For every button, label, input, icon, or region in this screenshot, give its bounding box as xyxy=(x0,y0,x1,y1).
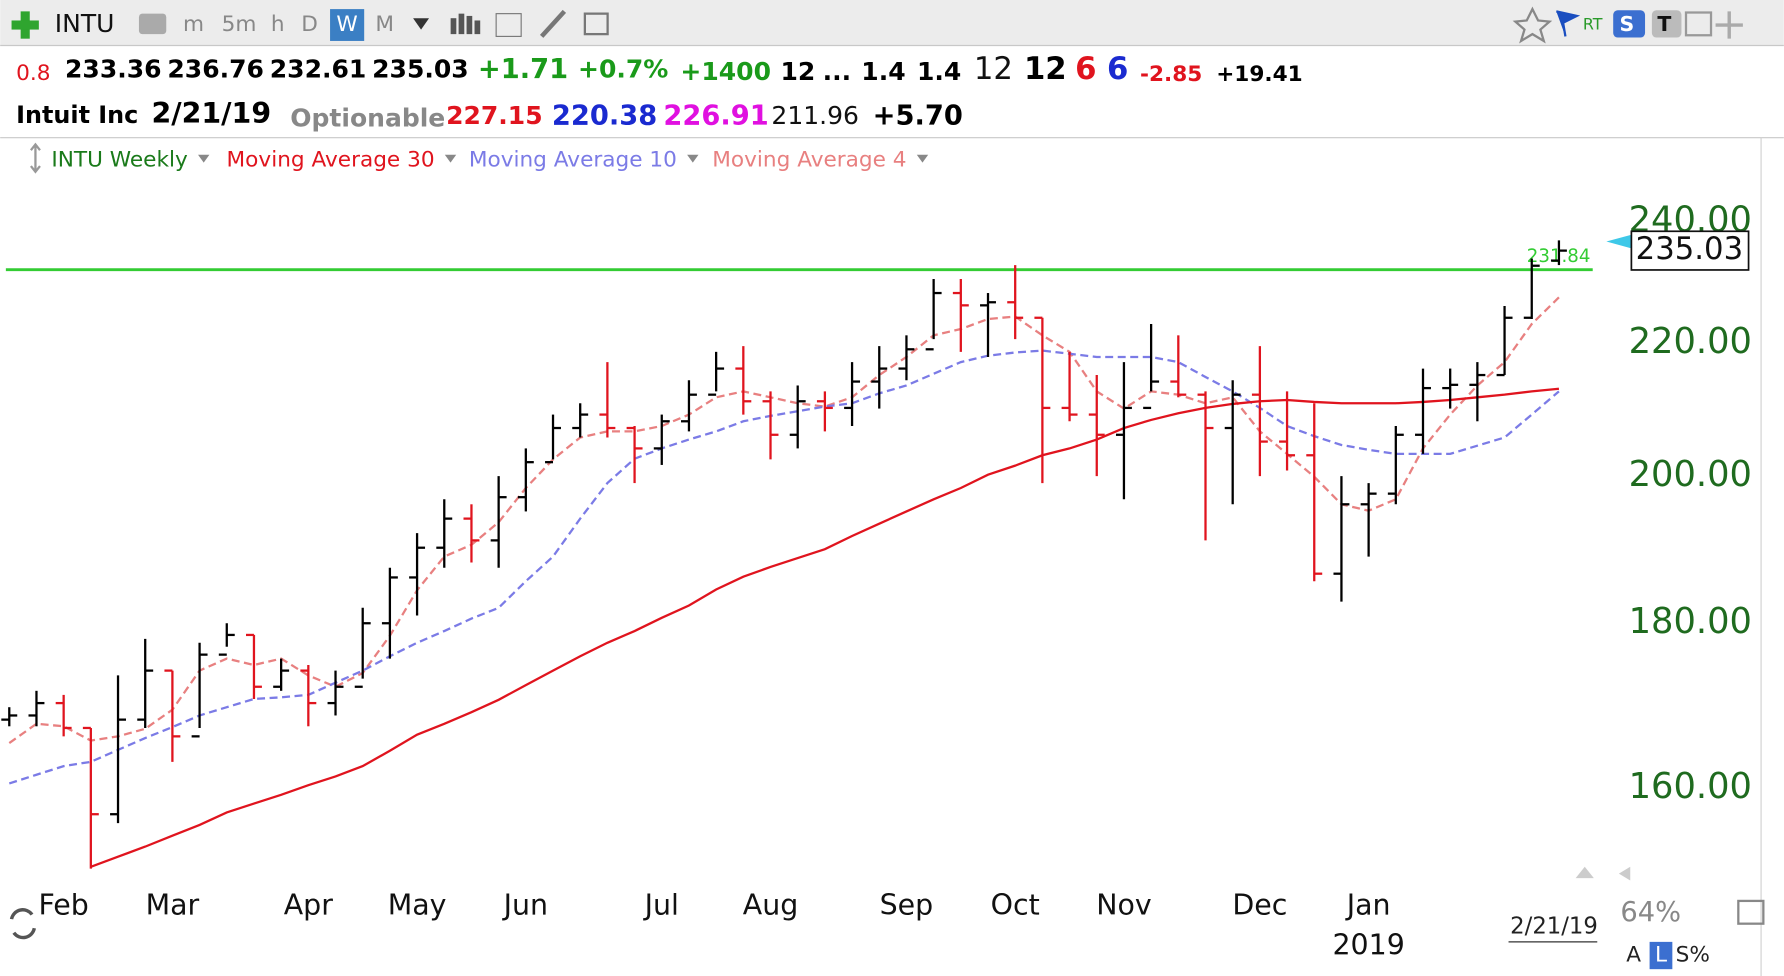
quote-field: 12 xyxy=(781,57,816,86)
legend-handle[interactable] xyxy=(30,142,41,174)
legend-entry[interactable]: Moving Average 30 xyxy=(227,147,435,172)
legend-entry[interactable]: INTU Weekly xyxy=(51,147,188,172)
y-tick-label: 200.00 xyxy=(1629,454,1752,495)
quote-field: 12 xyxy=(974,51,1013,87)
legend-dropdown[interactable] xyxy=(916,154,929,163)
x-tick-label: Dec xyxy=(1232,889,1287,922)
quote-field: 233.36 xyxy=(65,55,162,84)
legend-entry[interactable]: Moving Average 4 xyxy=(712,147,906,172)
icon[interactable] xyxy=(450,13,481,35)
toolbar xyxy=(0,0,1784,46)
y-tick-label: 180.00 xyxy=(1629,601,1752,642)
quote-field: 1.4 xyxy=(861,57,905,86)
moving-average xyxy=(8,296,1560,745)
edit-icon[interactable] xyxy=(1737,899,1765,925)
quote-field: +1.71 xyxy=(478,54,568,85)
s-label[interactable]: S xyxy=(1619,12,1634,36)
quote-field: 12 xyxy=(1024,51,1067,87)
quote-field: 6 xyxy=(1107,51,1128,87)
axis-mode[interactable]: L xyxy=(1655,943,1667,968)
x-tick-label: Oct xyxy=(991,889,1040,922)
quote-field: 1.4 xyxy=(917,57,961,86)
add-icon[interactable] xyxy=(11,11,39,39)
quote-field: 227.15 xyxy=(446,101,543,130)
rt[interactable]: RT xyxy=(1583,15,1603,34)
x-tick-label: Aug xyxy=(743,889,799,922)
symbol[interactable]: INTU xyxy=(55,9,115,38)
x-tick-label: Jan xyxy=(1345,889,1391,922)
save-icon[interactable] xyxy=(1684,11,1713,37)
x-tick-label: Apr xyxy=(284,889,333,922)
quote-field: +0.7% xyxy=(578,55,668,84)
quote-field: +5.70 xyxy=(873,101,963,132)
last-price: 235.03 xyxy=(1636,231,1743,267)
y-tick-label: 160.00 xyxy=(1629,766,1752,807)
axis-mode[interactable]: A xyxy=(1626,943,1641,968)
current-date: 2/21/19 xyxy=(1510,914,1598,940)
moving-average xyxy=(8,349,1560,785)
quote-date: 2/21/19 xyxy=(151,97,271,130)
interval[interactable]: M xyxy=(375,12,394,37)
quote-field: 226.91 xyxy=(663,101,768,132)
s-button[interactable] xyxy=(1613,10,1646,38)
interval[interactable]: D xyxy=(301,12,318,37)
legend-dropdown[interactable] xyxy=(198,154,210,163)
company: Intuit Inc xyxy=(16,101,138,129)
t-label[interactable]: T xyxy=(1657,12,1671,36)
dropdown[interactable] xyxy=(413,18,430,30)
icon[interactable] xyxy=(539,9,567,38)
x-tick-label: Feb xyxy=(38,889,88,922)
t-button[interactable] xyxy=(1651,10,1682,38)
scroll-up[interactable] xyxy=(1575,866,1594,879)
quote-field: -2.85 xyxy=(1140,62,1202,87)
quote-field: 232.61 xyxy=(270,55,367,84)
move-icon[interactable] xyxy=(1715,11,1743,39)
scroll-left[interactable] xyxy=(1618,866,1631,881)
x-tick-label: May xyxy=(388,889,447,922)
quote-field: 236.76 xyxy=(167,55,264,84)
quote-field: 235.03 xyxy=(372,55,469,84)
flag[interactable] xyxy=(1556,10,1581,37)
interval-selected[interactable] xyxy=(330,9,365,41)
icon[interactable] xyxy=(495,13,522,37)
x-tick-label: Mar xyxy=(146,889,200,922)
quote-field: 211.96 xyxy=(771,101,859,130)
icon[interactable] xyxy=(583,12,609,36)
x-tick-label: Jul xyxy=(643,889,679,922)
interval[interactable]: 5m xyxy=(222,12,257,37)
legend-entry[interactable]: Moving Average 10 xyxy=(469,147,677,172)
quote-field: +1400 xyxy=(680,57,771,86)
quote: 0.8 233.36 236.76 232.61 235.03 +1.71 +0… xyxy=(16,51,1303,132)
log-button[interactable] xyxy=(1649,941,1673,970)
interval[interactable]: W xyxy=(336,12,357,37)
interval[interactable]: h xyxy=(271,12,285,37)
price-box xyxy=(1630,230,1750,271)
price-marker xyxy=(1606,234,1632,249)
icon[interactable] xyxy=(138,13,167,35)
legend: INTU Weekly Moving Average 30 Moving Avera… xyxy=(51,147,929,172)
legend-dropdown[interactable] xyxy=(687,154,699,163)
optionable: Optionable xyxy=(290,103,445,132)
x-tick-label: Nov xyxy=(1096,889,1151,922)
quote-field: 220.38 xyxy=(552,101,657,132)
x-year-label: 2019 xyxy=(1332,928,1404,961)
quote-field: ... xyxy=(823,57,852,86)
x-tick-label: Sep xyxy=(880,889,934,922)
axis-mode[interactable]: S% xyxy=(1676,943,1710,968)
quote-field: +19.41 xyxy=(1216,62,1302,87)
legend-dropdown[interactable] xyxy=(444,154,457,163)
quote-field: 0.8 xyxy=(16,61,50,86)
zoom[interactable]: 64% xyxy=(1620,897,1681,928)
interval[interactable]: m xyxy=(183,12,204,37)
y-tick-label: 220.00 xyxy=(1629,321,1752,362)
star[interactable] xyxy=(1512,6,1553,44)
refresh-icon[interactable] xyxy=(9,908,36,940)
x-tick-label: Jun xyxy=(502,889,548,922)
moving-average xyxy=(90,387,1560,868)
quote-field: 6 xyxy=(1075,51,1096,87)
